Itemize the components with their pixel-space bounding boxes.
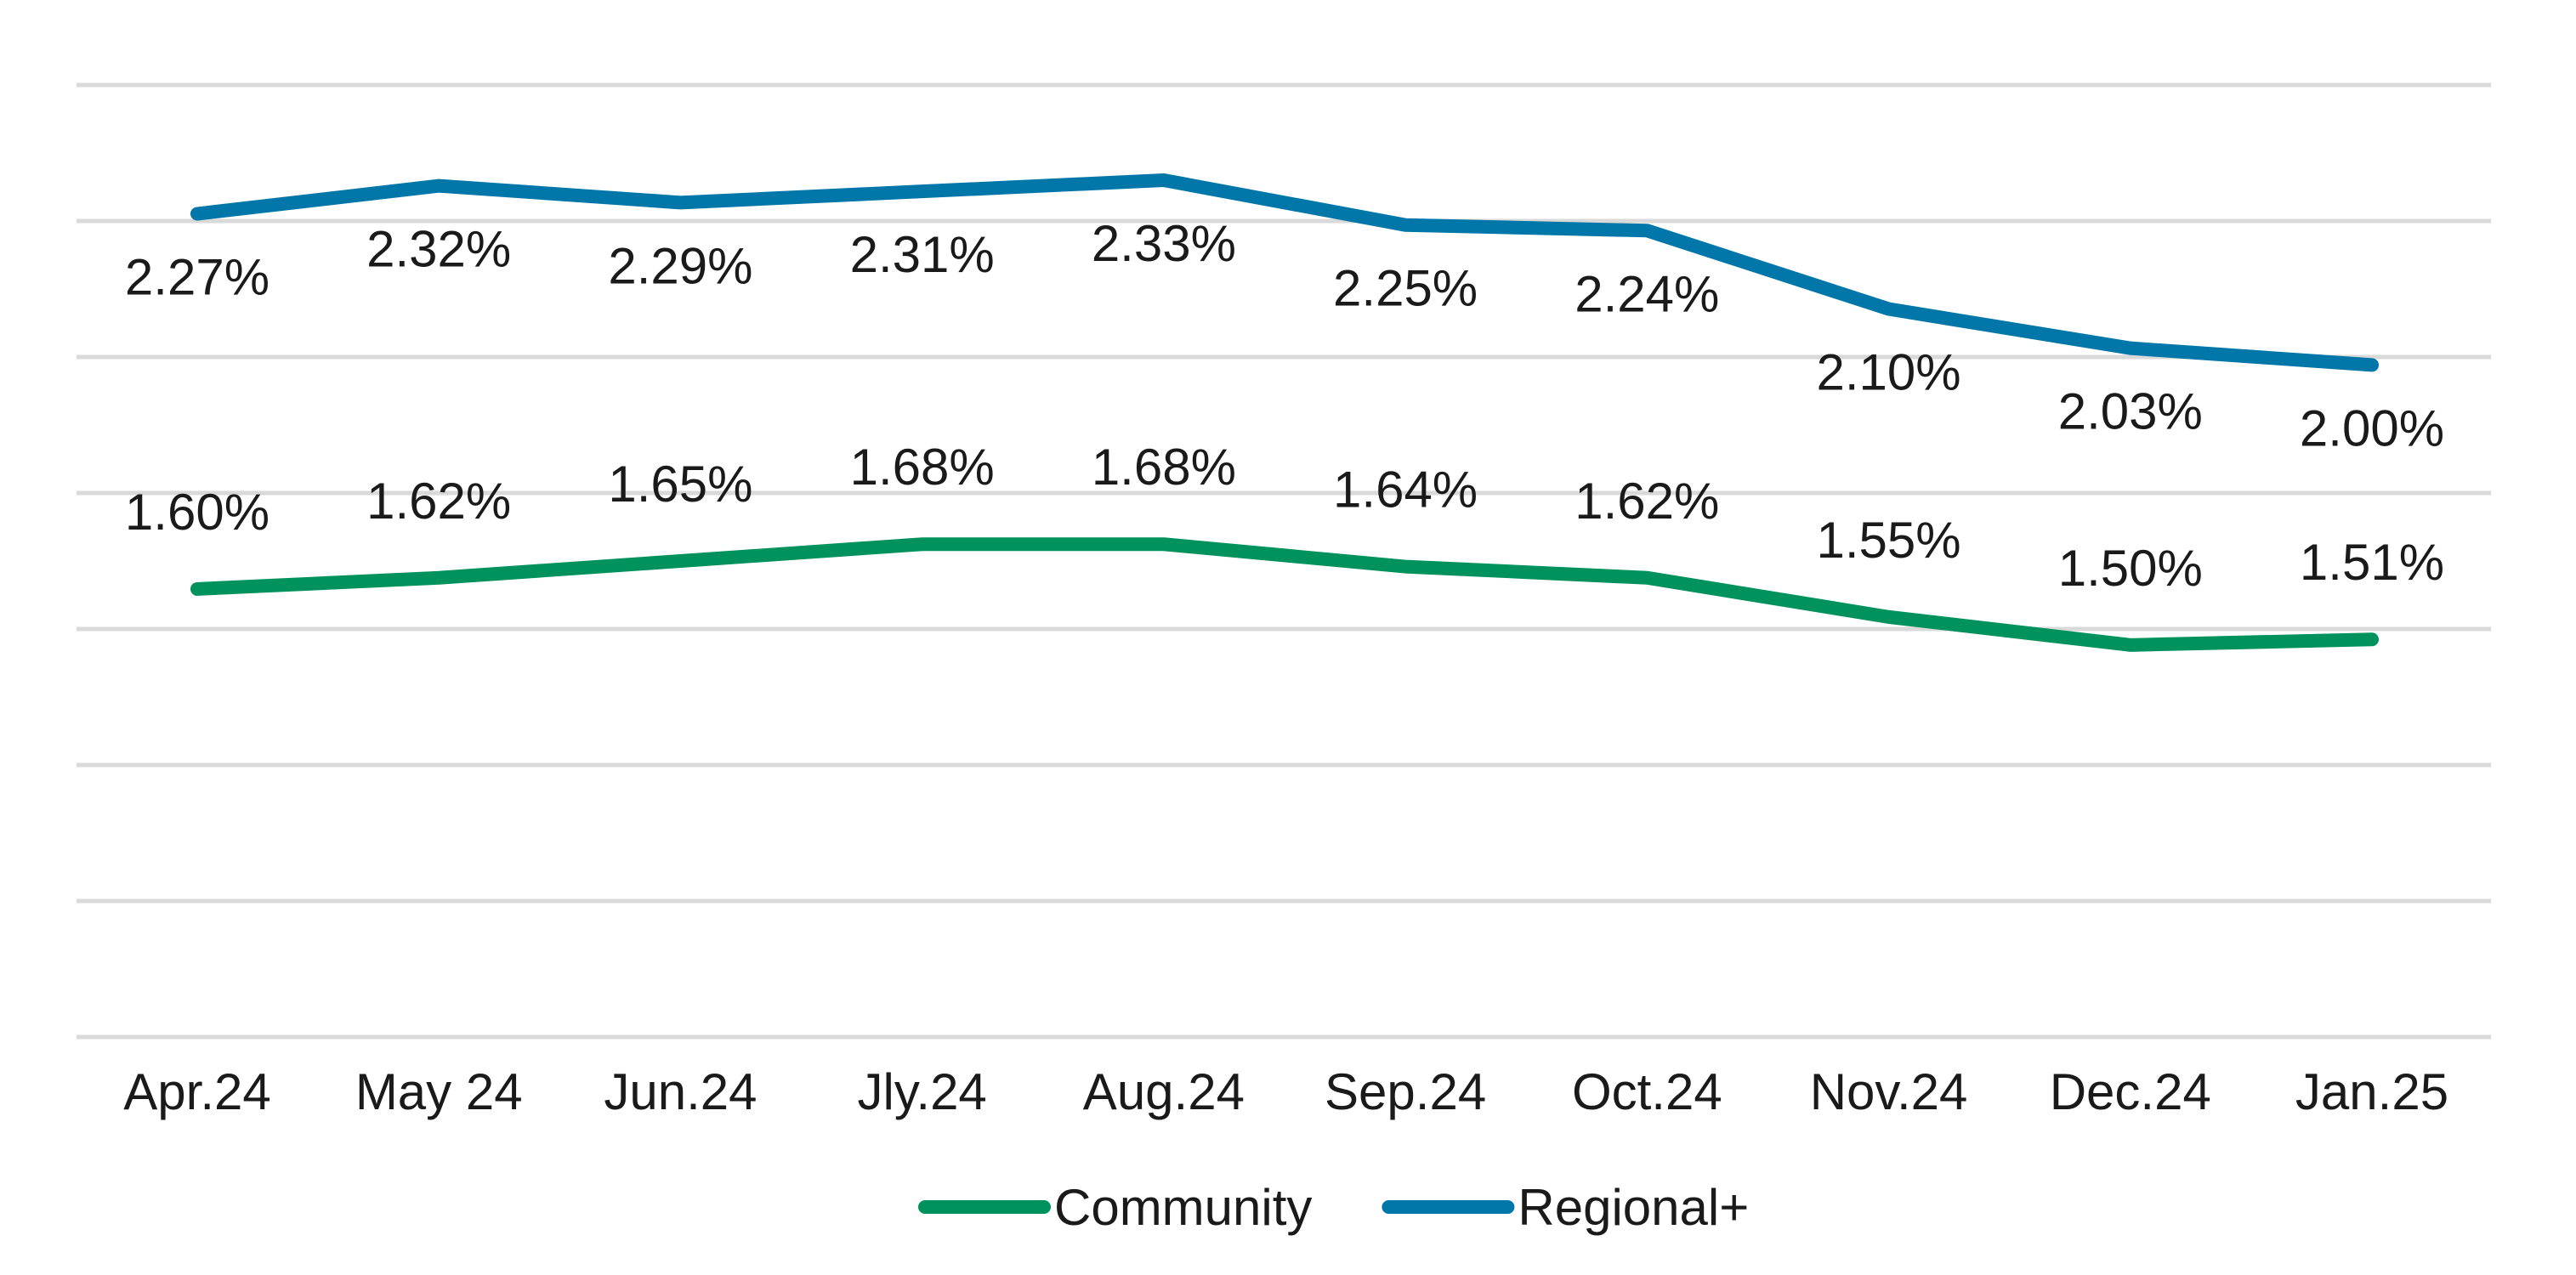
data-label-community: 1.62%	[1575, 473, 1719, 530]
data-label-regional: 2.10%	[1816, 344, 1960, 401]
data-label-regional: 2.32%	[366, 221, 511, 278]
x-tick-label: Oct.24	[1572, 1063, 1722, 1120]
legend-label-regional: Regional+	[1518, 1179, 1749, 1236]
data-label-community: 1.55%	[1816, 512, 1960, 569]
data-label-community: 1.65%	[608, 456, 752, 513]
data-label-regional: 2.27%	[125, 249, 270, 306]
data-label-community: 1.68%	[850, 439, 995, 496]
legend-item-community: Community	[918, 1179, 1312, 1236]
data-label-community: 1.51%	[2300, 534, 2444, 591]
data-label-community: 1.60%	[125, 484, 270, 541]
data-label-regional: 2.29%	[608, 237, 752, 294]
legend-label-community: Community	[1054, 1179, 1312, 1236]
data-labels: 1.60% 1.62% 1.65% 1.68% 1.68% 1.64% 1.62% 1.55%…	[125, 215, 2444, 597]
series-lines	[190, 173, 2379, 652]
data-label-community: 1.64%	[1333, 462, 1478, 518]
data-label-regional: 2.33%	[1092, 215, 1236, 272]
x-axis-ticks: Apr.24 May 24 Jun.24 Jly.24 Aug.24 Sep.24 Oct.…	[123, 1063, 2448, 1120]
data-label-regional: 2.24%	[1575, 265, 1719, 322]
legend-item-regional: Regional+	[1382, 1179, 1749, 1236]
x-tick-label: Apr.24	[123, 1063, 270, 1120]
series-line-community	[190, 537, 2379, 652]
x-tick-label: Jly.24	[858, 1063, 987, 1120]
data-label-regional: 2.03%	[2058, 383, 2203, 440]
data-label-regional: 2.25%	[1333, 260, 1478, 317]
x-tick-label: Jun.24	[604, 1063, 757, 1120]
data-label-community: 1.62%	[366, 473, 511, 530]
legend: Community Regional+	[918, 1179, 1749, 1236]
data-label-community: 1.68%	[1092, 439, 1236, 496]
x-tick-label: Aug.24	[1083, 1063, 1245, 1120]
x-tick-label: Dec.24	[2050, 1063, 2211, 1120]
gridlines	[77, 82, 2491, 1040]
x-tick-label: Nov.24	[1810, 1063, 1968, 1120]
data-label-regional: 2.00%	[2300, 400, 2444, 456]
series-line-regional	[190, 173, 2379, 372]
x-tick-label: Sep.24	[1325, 1063, 1486, 1120]
x-tick-label: May 24	[355, 1063, 523, 1120]
data-label-regional: 2.31%	[850, 226, 995, 283]
data-label-community: 1.50%	[2058, 540, 2203, 597]
x-tick-label: Jan.25	[2295, 1063, 2448, 1120]
